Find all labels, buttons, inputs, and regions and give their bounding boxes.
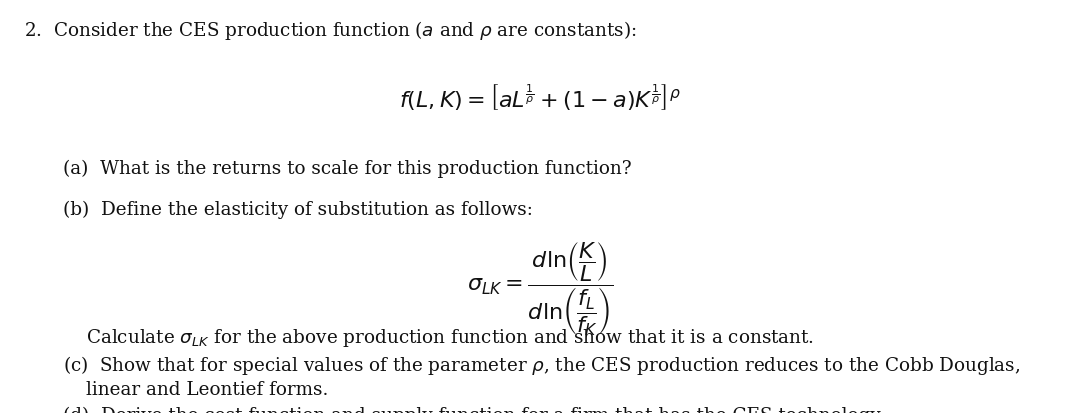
- Text: $\sigma_{LK} = \dfrac{d\ln\!\left(\dfrac{K}{L}\right)}{d\ln\!\left(\dfrac{f_L}{f: $\sigma_{LK} = \dfrac{d\ln\!\left(\dfrac…: [467, 240, 613, 337]
- Text: 2.  Consider the CES production function ($a$ and $\rho$ are constants):: 2. Consider the CES production function …: [24, 19, 636, 42]
- Text: (c)  Show that for special values of the parameter $\rho$, the CES production re: (c) Show that for special values of the …: [63, 353, 1020, 376]
- Text: (d)  Derive the cost function and supply function for a firm that has the CES te: (d) Derive the cost function and supply …: [63, 406, 883, 413]
- Text: linear and Leontief forms.: linear and Leontief forms.: [86, 380, 328, 398]
- Text: $f(L, K) = \left[aL^{\frac{1}{\rho}} + (1-a)K^{\frac{1}{\rho}}\right]^{\rho}$: $f(L, K) = \left[aL^{\frac{1}{\rho}} + (…: [400, 83, 680, 113]
- Text: Calculate $\sigma_{LK}$ for the above production function and show that it is a : Calculate $\sigma_{LK}$ for the above pr…: [86, 326, 814, 348]
- Text: (b)  Define the elasticity of substitution as follows:: (b) Define the elasticity of substitutio…: [63, 200, 532, 218]
- Text: (a)  What is the returns to scale for this production function?: (a) What is the returns to scale for thi…: [63, 159, 632, 177]
